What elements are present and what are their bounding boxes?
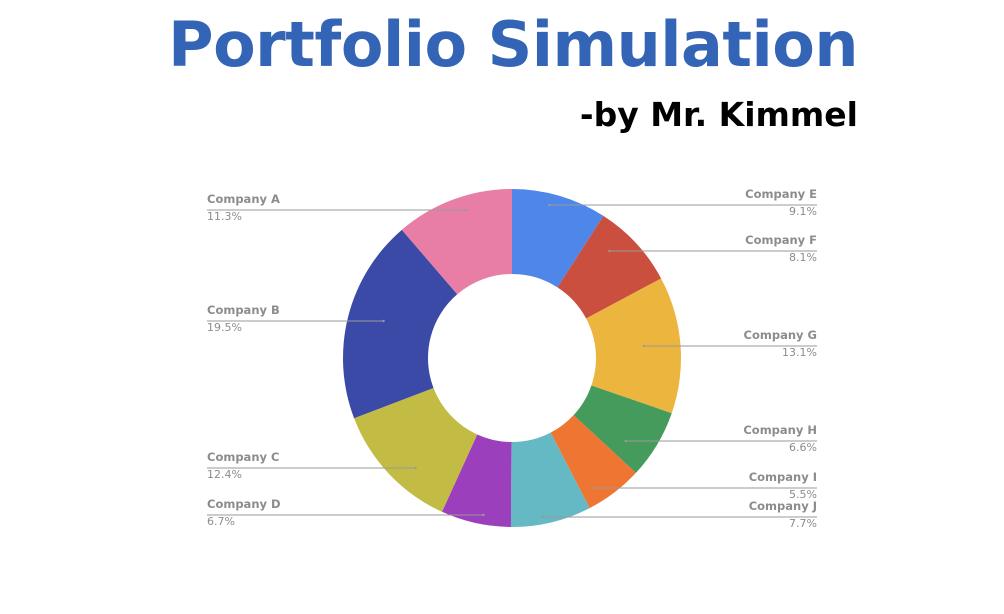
slice-company-d[interactable] <box>441 434 512 527</box>
pct-company-f: 8.1% <box>789 251 817 264</box>
label-company-a: Company A <box>207 192 280 206</box>
label-company-j: Company J <box>749 499 817 513</box>
slice-company-h[interactable] <box>573 385 672 473</box>
label-company-i: Company I <box>749 470 817 484</box>
pct-company-a: 11.3% <box>207 210 242 223</box>
slice-company-b[interactable] <box>342 229 458 419</box>
slice-company-a[interactable] <box>401 189 512 295</box>
label-company-g: Company G <box>744 328 817 342</box>
chart-slices <box>342 189 682 527</box>
slice-company-c[interactable] <box>354 387 478 512</box>
label-company-c: Company C <box>207 450 279 464</box>
page-subtitle: -by Mr. Kimmel <box>579 95 858 134</box>
label-company-d: Company D <box>207 497 281 511</box>
slice-company-f[interactable] <box>557 215 662 319</box>
label-company-e: Company E <box>745 187 817 201</box>
pct-company-c: 12.4% <box>207 468 242 481</box>
pct-company-i: 5.5% <box>789 488 817 501</box>
pct-company-h: 6.6% <box>789 441 817 454</box>
pct-company-j: 7.7% <box>789 517 817 530</box>
label-company-b: Company B <box>207 303 280 317</box>
chart-callouts: Company E 9.1% Company F 8.1% Company G 13.1%… <box>207 187 817 530</box>
pct-company-d: 6.7% <box>207 515 235 528</box>
slice-company-j[interactable] <box>510 432 590 527</box>
page-title: Portfolio Simulation <box>168 8 858 81</box>
pct-company-g: 13.1% <box>782 346 817 359</box>
slice-company-e[interactable] <box>512 189 604 288</box>
label-company-f: Company F <box>745 233 817 247</box>
label-company-h: Company H <box>743 423 817 437</box>
pct-company-e: 9.1% <box>789 205 817 218</box>
pct-company-b: 19.5% <box>207 321 242 334</box>
slice-company-g[interactable] <box>586 278 682 414</box>
slice-company-i[interactable] <box>550 415 636 509</box>
